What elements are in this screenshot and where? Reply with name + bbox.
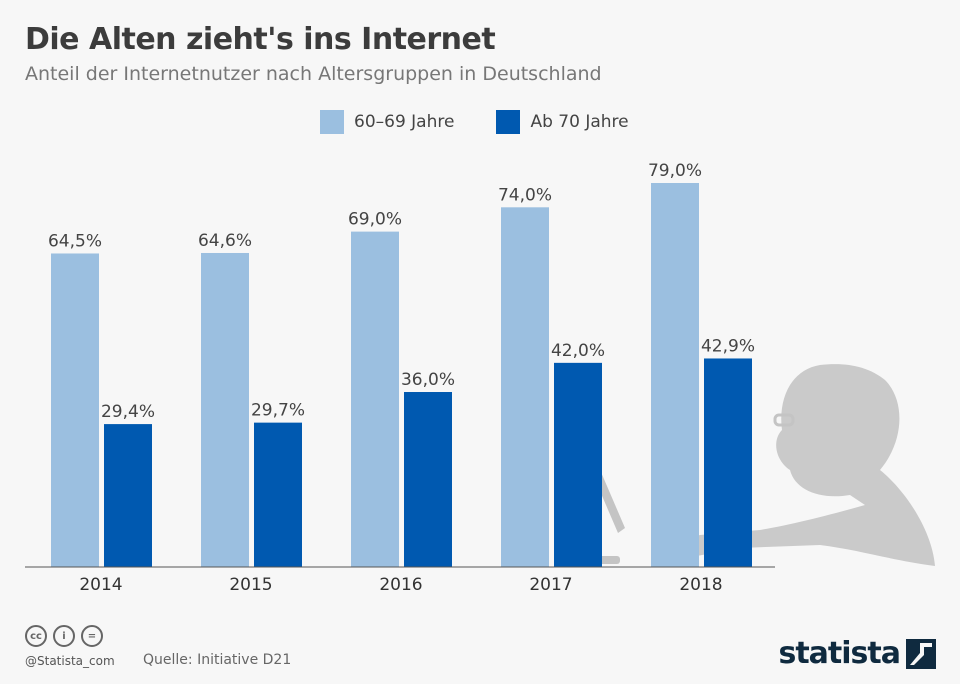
x-tick-label: 2015 [229, 575, 272, 595]
source-note: Quelle: Initiative D21 [143, 652, 292, 668]
data-label: 74,0% [498, 185, 552, 205]
data-label: 29,4% [101, 402, 155, 422]
chart-title: Die Alten zieht's ins Internet [25, 22, 496, 57]
cc-license-icons: cc i = [25, 625, 103, 647]
bar-2018-series-1 [704, 358, 752, 567]
data-label: 42,0% [551, 341, 605, 361]
legend-label: Ab 70 Jahre [530, 112, 629, 132]
bar-2016-series-0 [351, 231, 399, 567]
bar-2015-series-0 [201, 252, 249, 567]
legend-item-70plus: Ab 70 Jahre [496, 110, 629, 134]
data-label: 64,5% [48, 231, 102, 251]
legend-swatch [496, 110, 521, 134]
x-tick-label: 2014 [79, 575, 122, 595]
data-label: 29,7% [251, 401, 305, 421]
bar-2017-series-1 [554, 362, 602, 567]
nd-icon: = [81, 625, 103, 647]
bar-2015-series-1 [254, 422, 302, 567]
statista-handle[interactable]: @Statista_com [25, 654, 115, 668]
legend: 60–69 Jahre Ab 70 Jahre [320, 110, 671, 134]
bar-2017-series-0 [501, 207, 549, 567]
bar-2016-series-1 [404, 392, 452, 567]
by-icon: i [53, 625, 75, 647]
data-label: 79,0% [648, 161, 702, 181]
cc-icon: cc [25, 625, 47, 647]
bar-2014-series-1 [104, 424, 152, 567]
statista-logo[interactable]: statista [778, 636, 936, 671]
chart-subtitle: Anteil der Internetnutzer nach Altersgru… [25, 63, 602, 85]
logo-text: statista [778, 636, 901, 671]
x-tick-label: 2018 [679, 575, 722, 595]
bar-2014-series-0 [51, 253, 99, 567]
data-label: 69,0% [348, 210, 402, 230]
legend-swatch [320, 110, 344, 134]
legend-item-60-69: 60–69 Jahre [320, 110, 454, 134]
data-label: 36,0% [401, 370, 455, 390]
bar-2018-series-0 [651, 183, 699, 567]
data-label: 64,6% [198, 231, 252, 251]
x-tick-label: 2016 [379, 575, 422, 595]
x-tick-label: 2017 [529, 575, 572, 595]
data-label: 42,9% [701, 336, 755, 356]
logo-mark-icon [906, 638, 936, 669]
legend-label: 60–69 Jahre [354, 112, 455, 132]
